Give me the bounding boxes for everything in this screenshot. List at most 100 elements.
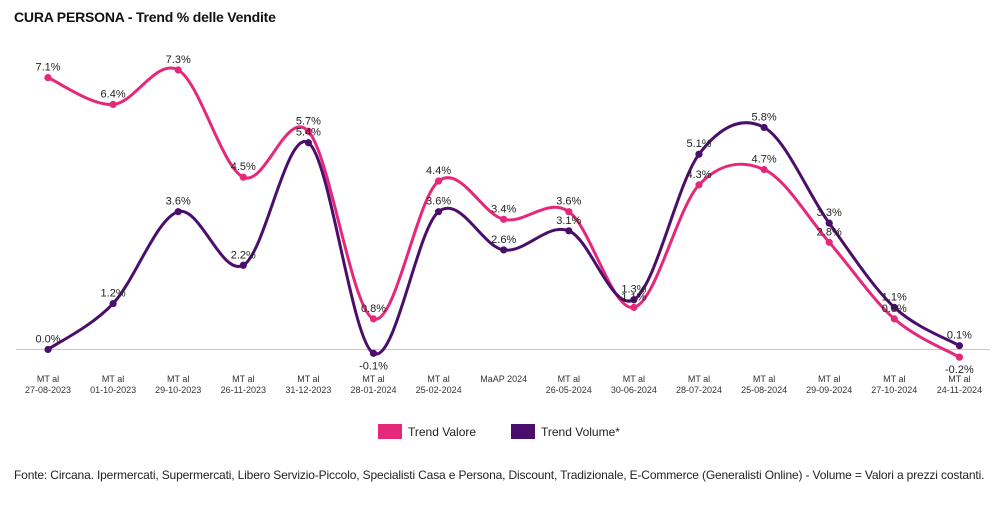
data-point-volume	[304, 139, 312, 147]
data-label-valore: 4.4%	[426, 165, 451, 177]
x-tick-label-line: MT al	[558, 374, 580, 384]
data-label-volume: 3.3%	[817, 207, 842, 219]
data-point-volume	[630, 296, 638, 304]
data-label-volume: 1.3%	[621, 284, 646, 296]
x-tick-label-line: 31-12-2023	[285, 385, 331, 395]
x-tick-label: MaAP 2024	[480, 374, 527, 384]
data-label-volume: 2.2%	[231, 249, 256, 261]
data-point-volume	[565, 227, 573, 235]
data-label-valore: 3.4%	[491, 203, 516, 215]
x-tick-label: MT al 31-12-2023	[285, 374, 331, 395]
data-point-volume	[435, 208, 443, 216]
data-point-valore	[239, 173, 247, 181]
data-point-valore	[630, 303, 638, 311]
data-point-volume	[825, 219, 833, 227]
x-tick-label: MT al 29-09-2024	[806, 374, 852, 395]
x-tick-label: MT al 28-07-2024	[676, 374, 722, 395]
data-label-volume: -0.1%	[359, 360, 388, 372]
data-label-valore: 4.5%	[231, 161, 256, 173]
line-chart: 7.1% 6.4% 7.3% 4.5% 5.7% 0.8% 4.4% 3.4% 3.6% 1.1%…	[16, 54, 990, 395]
x-tick-label: MT al 26-05-2024	[546, 374, 592, 395]
source-footnote: Fonte: Circana. Ipermercati, Supermercat…	[14, 468, 985, 482]
chart-title: CURA PERSONA - Trend % delle Vendite	[14, 9, 276, 25]
x-tick-label-line: MT al	[753, 374, 775, 384]
x-tick-label-line: MT al	[883, 374, 905, 384]
x-tick-label-line: MT al	[688, 374, 710, 384]
x-tick-label: MT al 27-08-2023	[25, 374, 71, 395]
legend-label-valore: Trend Valore	[408, 424, 477, 439]
data-label-volume: 3.6%	[166, 196, 191, 208]
data-point-volume	[890, 303, 898, 311]
data-point-valore	[174, 66, 182, 74]
x-tick-label-line: 29-09-2024	[806, 385, 852, 395]
x-tick-label-line: 25-08-2024	[741, 385, 787, 395]
x-tick-label-line: 29-10-2023	[155, 385, 201, 395]
x-tick-label-line: 26-11-2023	[221, 385, 266, 395]
data-point-volume	[174, 208, 182, 216]
data-point-valore	[109, 100, 117, 109]
x-tick-label-line: MT al	[102, 374, 124, 384]
data-point-valore	[825, 238, 833, 246]
data-point-volume	[760, 123, 768, 132]
legend-item-volume: Trend Volume*	[511, 424, 620, 439]
x-tick-label-line: 28-01-2024	[350, 385, 396, 395]
data-point-valore	[955, 353, 964, 361]
data-point-valore	[695, 181, 703, 189]
data-point-volume	[695, 150, 703, 158]
x-tick-label: MT al 28-01-2024	[350, 374, 396, 395]
data-point-valore	[369, 315, 378, 323]
data-point-volume	[500, 246, 508, 254]
x-tick-label-line: MT al	[297, 374, 319, 384]
data-point-volume	[44, 345, 52, 354]
x-tick-label-line: MT al	[362, 374, 384, 384]
data-label-valore: 0.8%	[361, 303, 386, 315]
data-label-volume: 5.4%	[296, 127, 321, 139]
data-label-volume: 3.6%	[426, 196, 451, 208]
data-point-valore	[760, 165, 768, 174]
data-label-volume: 0.1%	[947, 330, 972, 342]
data-label-valore: 0.8%	[882, 303, 907, 315]
data-point-volume	[109, 299, 117, 308]
x-tick-label-line: 30-06-2024	[611, 385, 657, 395]
x-tick-label: MT al 25-08-2024	[741, 374, 787, 395]
data-label-volume: 1.1%	[882, 291, 907, 303]
data-label-volume: 5.1%	[686, 138, 711, 150]
data-point-volume	[955, 342, 964, 350]
data-label-valore: 2.8%	[817, 226, 842, 238]
x-tick-label: MT al 29-10-2023	[155, 374, 201, 395]
data-point-valore	[565, 208, 573, 216]
data-point-volume	[369, 349, 378, 357]
data-label-valore: 7.3%	[166, 54, 191, 66]
data-label-valore: 4.3%	[686, 169, 711, 181]
legend-item-valore: Trend Valore	[378, 424, 476, 439]
x-tick-label-line: 28-07-2024	[676, 385, 722, 395]
x-tick-label-line: MT al	[167, 374, 189, 384]
data-label-volume: 1.2%	[101, 288, 126, 300]
data-label-volume: 3.1%	[556, 215, 581, 227]
x-tick-label-line: 25-02-2024	[416, 385, 462, 395]
x-tick-label-line: 24-11-2024	[937, 385, 982, 395]
data-point-valore	[890, 315, 898, 323]
data-label-valore: 1.1%	[621, 291, 646, 303]
x-tick-label-line: MaAP 2024	[480, 374, 527, 384]
data-labels-layer: 7.1% 6.4% 7.3% 4.5% 5.7% 0.8% 4.4% 3.4% 3.6% 1.1%…	[35, 54, 974, 376]
data-label-volume: 0.0%	[35, 334, 60, 346]
legend-swatch-volume	[511, 424, 535, 439]
x-tick-label-line: 26-05-2024	[546, 385, 592, 395]
legend-label-volume: Trend Volume*	[541, 424, 620, 439]
x-tick-label-line: MT al	[948, 374, 970, 384]
data-label-valore: 7.1%	[35, 62, 60, 74]
x-tick-label: MT al 26-11-2023	[221, 374, 266, 395]
data-point-valore	[500, 215, 508, 223]
x-tick-label-line: MT al	[37, 374, 59, 384]
x-tick-label: MT al 27-10-2024	[871, 374, 917, 395]
data-label-volume: 5.8%	[752, 111, 777, 123]
series-line-volume	[46, 121, 961, 356]
data-point-volume	[239, 261, 247, 269]
series-line-valore	[46, 66, 961, 359]
x-tick-label: MT al 24-11-2024	[937, 374, 982, 395]
legend-swatch-valore	[378, 424, 402, 439]
data-point-valore	[304, 127, 312, 135]
x-tick-label-line: MT al	[427, 374, 449, 384]
x-tick-label-line: MT al	[623, 374, 645, 384]
